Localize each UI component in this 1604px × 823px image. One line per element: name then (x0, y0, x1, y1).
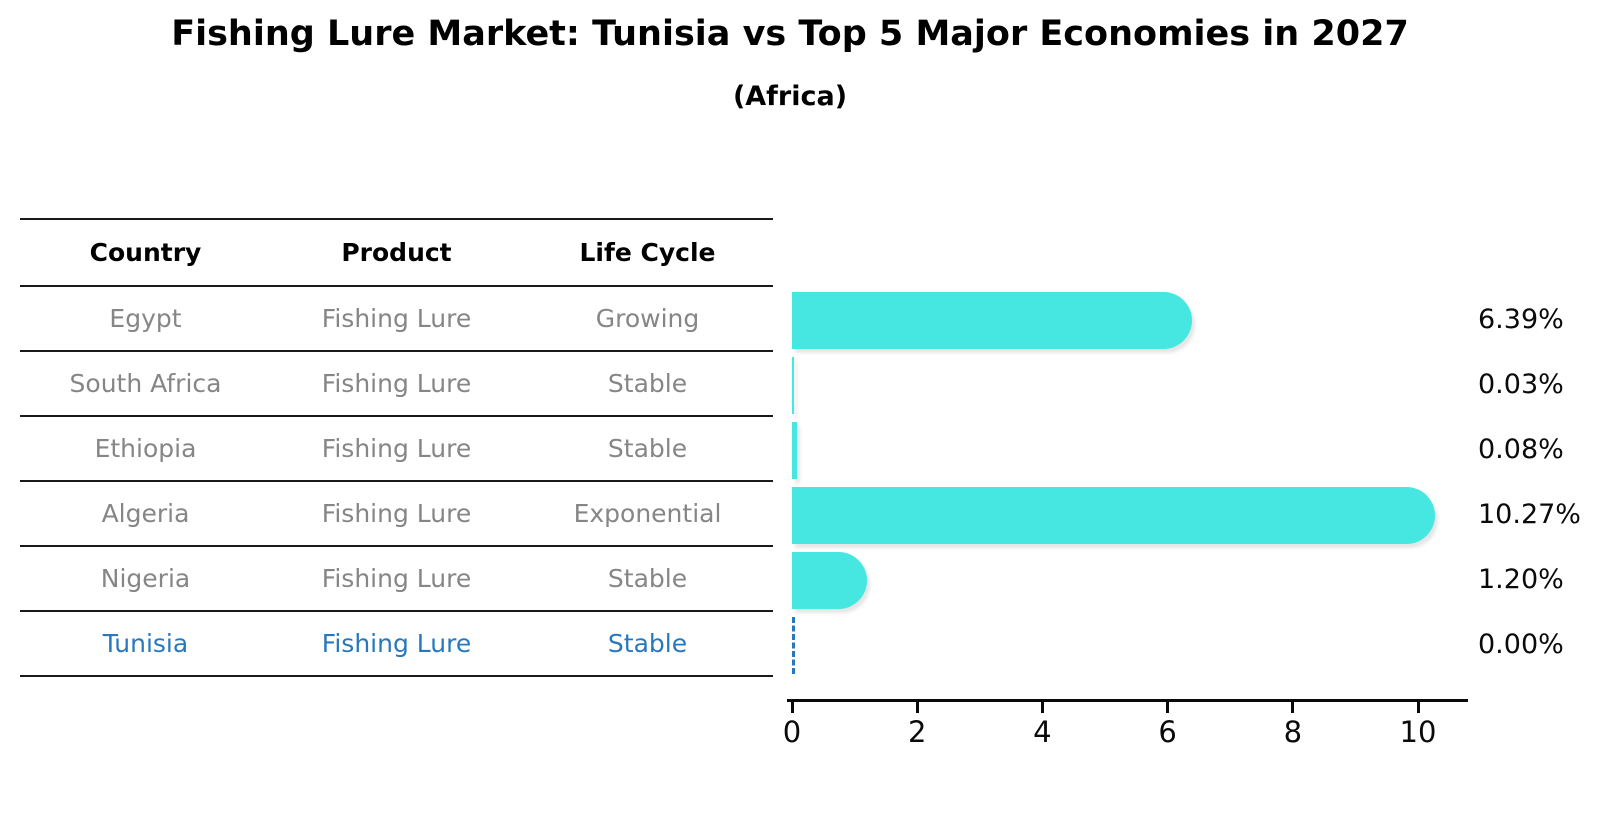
country-table: Country Product Life Cycle Egypt Fishing… (20, 218, 773, 677)
table-cell-country: Tunisia (102, 629, 189, 658)
x-tick-label: 4 (1033, 715, 1052, 749)
table-row: South Africa Fishing Lure Stable (20, 350, 773, 415)
bar-value-label: 10.27% (1478, 499, 1581, 530)
x-tick: 2 (877, 702, 957, 749)
table-cell-country: South Africa (69, 369, 222, 398)
column-header-product: Product (341, 238, 452, 267)
x-tick: 8 (1253, 702, 1333, 749)
x-tick-mark (1040, 702, 1044, 713)
bar-value-label: 6.39% (1478, 304, 1564, 335)
x-tick-label: 0 (782, 715, 802, 749)
table-cell-life-cycle: Stable (607, 564, 688, 593)
bar (792, 487, 1435, 544)
table-row: Tunisia Fishing Lure Stable (20, 610, 773, 675)
x-tick-mark (915, 702, 919, 713)
table-cell-life-cycle: Stable (607, 434, 688, 463)
x-tick: 10 (1378, 702, 1458, 749)
table-cell-life-cycle: Growing (595, 304, 700, 333)
bar-value-label: 1.20% (1478, 564, 1564, 595)
table-cell-country: Algeria (101, 499, 190, 528)
table-cell-product: Fishing Lure (321, 369, 472, 398)
table-row: Ethiopia Fishing Lure Stable (20, 415, 773, 480)
bar-value-label: 0.03% (1478, 369, 1564, 400)
bar-value-label: 0.00% (1478, 629, 1564, 660)
bar-value-label: 0.08% (1478, 434, 1564, 465)
table-cell-product: Fishing Lure (321, 629, 472, 658)
x-axis-line (787, 699, 1468, 702)
table-cell-life-cycle: Exponential (573, 499, 722, 528)
column-header-life-cycle: Life Cycle (579, 238, 716, 267)
x-tick-mark (790, 702, 794, 713)
x-tick: 6 (1128, 702, 1208, 749)
chart-subtitle: (Africa) (732, 81, 848, 112)
bar (792, 422, 797, 479)
table-cell-product: Fishing Lure (321, 304, 472, 333)
table-cell-product: Fishing Lure (321, 434, 472, 463)
table-header-row: Country Product Life Cycle (20, 218, 773, 285)
table-row: Algeria Fishing Lure Exponential (20, 480, 773, 545)
table-cell-product: Fishing Lure (321, 499, 472, 528)
chart-title: Fishing Lure Market: Tunisia vs Top 5 Ma… (171, 14, 1409, 54)
x-tick-label: 6 (1158, 715, 1177, 749)
x-tick-mark (1166, 702, 1170, 713)
x-tick: 4 (1002, 702, 1082, 749)
x-tick-label: 8 (1283, 715, 1303, 749)
x-tick-label: 2 (907, 715, 927, 749)
bar (792, 357, 794, 414)
x-tick-label: 10 (1399, 715, 1437, 749)
table-cell-product: Fishing Lure (321, 564, 472, 593)
table-cell-country: Ethiopia (94, 434, 197, 463)
bar (792, 292, 1192, 349)
column-header-country: Country (89, 238, 202, 267)
x-tick-mark (1416, 702, 1420, 713)
bar (792, 617, 795, 674)
bar (792, 552, 867, 609)
table-cell-life-cycle: Stable (607, 629, 688, 658)
x-tick-mark (1291, 702, 1295, 713)
x-tick: 0 (752, 702, 832, 749)
table-row: Nigeria Fishing Lure Stable (20, 545, 773, 610)
table-cell-life-cycle: Stable (607, 369, 688, 398)
table-cell-country: Nigeria (100, 564, 191, 593)
table-row: Egypt Fishing Lure Growing (20, 285, 773, 350)
table-cell-country: Egypt (109, 304, 182, 333)
